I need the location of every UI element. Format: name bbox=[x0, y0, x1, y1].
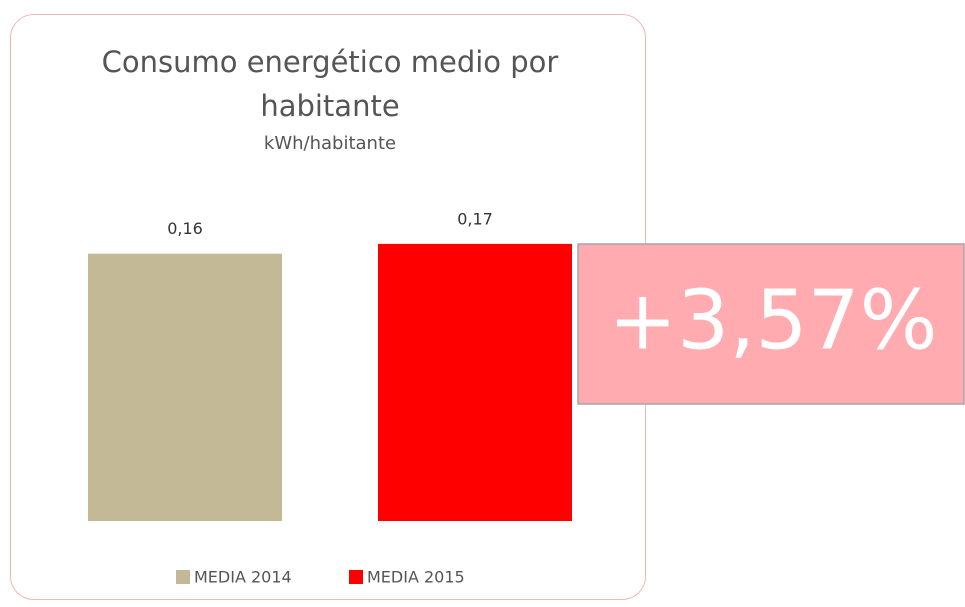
annotation-box bbox=[577, 243, 965, 405]
legend-label: MEDIA 2015 bbox=[367, 568, 465, 587]
data-label: 0,17 bbox=[457, 209, 493, 228]
annotation: +3,57% bbox=[608, 273, 937, 368]
chart-subtitle: kWh/habitante bbox=[263, 133, 397, 154]
data-label: 0,16 bbox=[167, 219, 203, 238]
bar bbox=[88, 253, 282, 521]
legend-label: MEDIA 2014 bbox=[194, 568, 292, 587]
legend-swatch bbox=[349, 570, 363, 584]
legend-swatch bbox=[176, 570, 190, 584]
bar bbox=[378, 243, 572, 521]
chart-title: Consumo energético medio por habitante bbox=[101, 45, 559, 123]
